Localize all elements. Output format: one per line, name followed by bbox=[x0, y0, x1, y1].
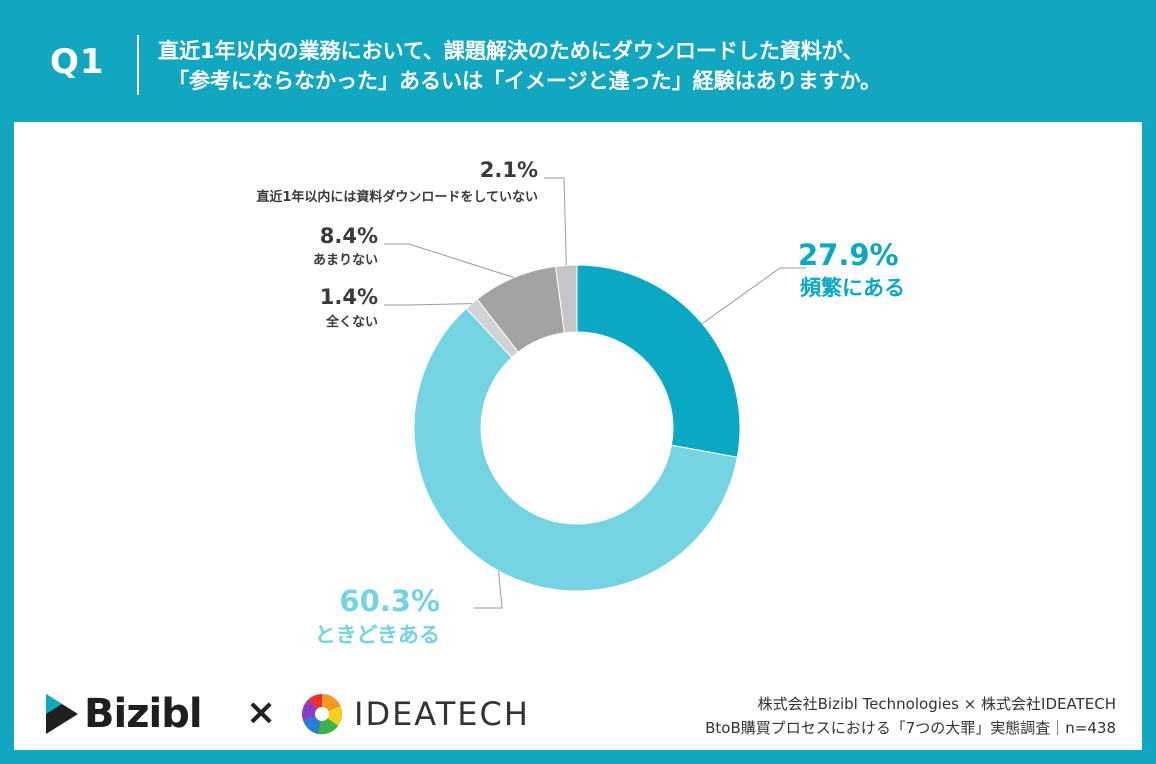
leader-line-not-much bbox=[384, 243, 515, 279]
data-label-no-download: 直近1年以内には資料ダウンロードをしていない bbox=[256, 190, 538, 205]
bizibl-play-icon bbox=[46, 694, 78, 734]
ideatech-logo: IDEATECH bbox=[300, 688, 530, 740]
credit-line-2: BtoB購買プロセスにおける「7つの大罪」実態調査｜n=438 bbox=[705, 719, 1116, 737]
donut-slice-frequent bbox=[576, 264, 741, 458]
donut-slice-sometimes bbox=[413, 307, 738, 592]
data-label-not-at-all: 全くない bbox=[325, 315, 378, 330]
donut-slice-no-download bbox=[555, 264, 578, 334]
data-label-not-at-all-pct: 1.4% bbox=[319, 285, 378, 309]
leader-line-not-at-all bbox=[384, 303, 472, 306]
data-label-not-much: あまりない bbox=[312, 253, 378, 268]
data-label-sometimes: ときどきある bbox=[314, 623, 440, 647]
credit-block: 株式会社Bizibl Technologies × 株式会社IDEATECH B… bbox=[705, 692, 1116, 740]
ideatech-color-wheel-icon bbox=[302, 694, 342, 735]
header-band: Q1 直近1年以内の業務において、課題解決のためにダウンロードした資料が、 「参… bbox=[0, 0, 1156, 120]
leader-line-frequent bbox=[701, 267, 806, 325]
data-label-frequent-pct: 27.9% bbox=[798, 238, 899, 272]
credit-line-1: 株式会社Bizibl Technologies × 株式会社IDEATECH bbox=[757, 695, 1116, 713]
leader-line-sometimes bbox=[474, 570, 503, 609]
data-label-not-much-pct: 8.4% bbox=[319, 224, 378, 248]
chart-panel: 2.1% 直近1年以内には資料ダウンロードをしていない 8.4% あまりない 1… bbox=[14, 122, 1142, 674]
bizibl-logo: Bizibl bbox=[42, 688, 203, 740]
ideatech-logo-text: IDEATECH bbox=[354, 695, 530, 733]
question-number: Q1 bbox=[50, 42, 105, 82]
collab-times: × bbox=[246, 692, 277, 733]
data-label-sometimes-pct: 60.3% bbox=[339, 584, 440, 618]
bizibl-logo-text: Bizibl bbox=[84, 691, 203, 737]
data-label-no-download-pct: 2.1% bbox=[479, 158, 538, 182]
leader-line-no-download bbox=[544, 177, 567, 266]
data-label-frequent: 頻繁にある bbox=[800, 276, 905, 300]
question-line-2: 「参考にならなかった」あるいは「イメージと違った」経験はありますか。 bbox=[168, 69, 882, 93]
donut-chart bbox=[384, 177, 806, 609]
question-text: 直近1年以内の業務において、課題解決のためにダウンロードした資料が、 「参考にな… bbox=[158, 36, 881, 96]
question-line-1: 直近1年以内の業務において、課題解決のためにダウンロードした資料が、 bbox=[158, 39, 864, 63]
footer: Bizibl × IDEATECH 株式会社Bizibl Technologie… bbox=[14, 674, 1142, 750]
header-divider bbox=[137, 35, 139, 95]
